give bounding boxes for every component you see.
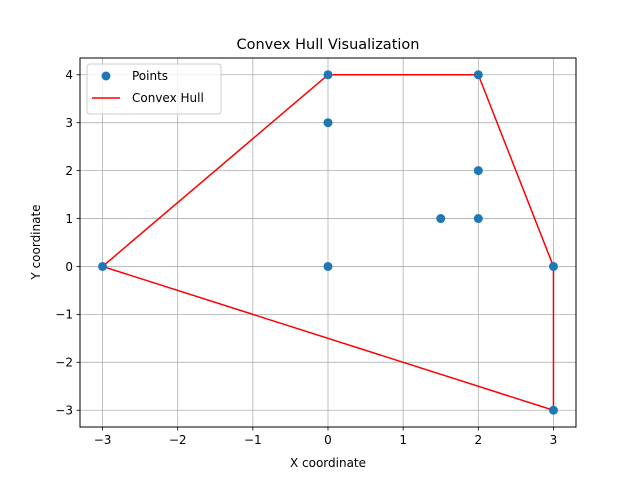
legend: Points Convex Hull: [86, 63, 222, 115]
data-point: [548, 405, 558, 415]
x-tick-label: 2: [474, 433, 482, 447]
y-tick-label: 0: [65, 260, 73, 274]
y-tick-label: 1: [65, 212, 73, 226]
data-point: [473, 214, 483, 224]
x-tick-label: 1: [399, 433, 407, 447]
x-tick-label: 3: [550, 433, 558, 447]
legend-label-convex-hull: Convex Hull: [132, 91, 204, 105]
y-tick-label: −1: [55, 308, 73, 322]
y-tick-label: 3: [65, 116, 73, 130]
legend-marker-points: [101, 71, 111, 81]
x-tick-label: −3: [94, 433, 112, 447]
data-point: [473, 70, 483, 80]
y-tick-label: −3: [55, 404, 73, 418]
x-axis-title: X coordinate: [290, 456, 366, 470]
data-point: [436, 214, 446, 224]
data-point: [323, 118, 333, 128]
chart-title: Convex Hull Visualization: [237, 37, 420, 53]
y-tick-label: 4: [65, 68, 73, 82]
data-point: [323, 261, 333, 271]
legend-box: [86, 63, 222, 115]
y-tick-label: 2: [65, 164, 73, 178]
data-point: [98, 261, 108, 271]
x-tick-label: −2: [169, 433, 187, 447]
y-axis-title: Y coordinate: [29, 204, 43, 280]
data-point: [548, 261, 558, 271]
data-point: [473, 166, 483, 176]
x-tick-label: −1: [244, 433, 262, 447]
data-point: [323, 70, 333, 80]
ticks: −3 −2 −1 0 1 2 3 −3 −2 −1 0 1 2 3 4: [55, 68, 557, 447]
x-tick-label: 0: [324, 433, 332, 447]
legend-label-points: Points: [132, 69, 168, 83]
convex-hull-line: [102, 74, 555, 411]
points-layer: [98, 70, 558, 415]
hull-layer: [102, 74, 555, 411]
y-tick-label: −2: [55, 356, 73, 370]
